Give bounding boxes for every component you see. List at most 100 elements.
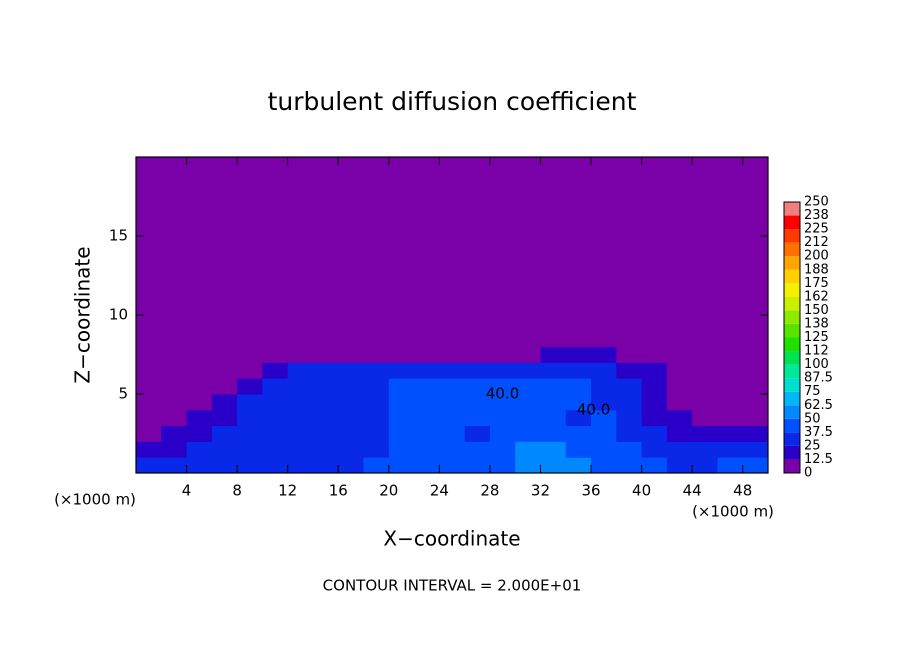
cell bbox=[186, 409, 213, 427]
cell bbox=[717, 457, 744, 474]
cell bbox=[515, 378, 541, 395]
cell bbox=[237, 409, 263, 427]
cell bbox=[161, 425, 188, 442]
x-tick-label: 24 bbox=[430, 482, 449, 500]
cell bbox=[692, 378, 718, 395]
cell bbox=[666, 457, 693, 474]
cell bbox=[692, 409, 718, 427]
colorbar-band bbox=[784, 242, 800, 257]
cell bbox=[388, 457, 415, 474]
cell bbox=[363, 378, 390, 395]
cell bbox=[565, 157, 592, 348]
x-tick-label: 20 bbox=[379, 482, 398, 500]
cell bbox=[338, 425, 365, 442]
cell bbox=[136, 362, 162, 379]
cell bbox=[388, 394, 415, 411]
cell bbox=[161, 409, 188, 427]
cell bbox=[540, 441, 567, 458]
cell bbox=[464, 157, 491, 348]
cell bbox=[641, 409, 668, 427]
cell bbox=[439, 346, 466, 363]
cell bbox=[641, 346, 668, 363]
cell bbox=[262, 378, 289, 395]
cell bbox=[489, 441, 516, 458]
y-axis-label: Z−coordinate bbox=[71, 246, 95, 383]
x-tick-label: 48 bbox=[733, 482, 752, 500]
contour-label: 40.0 bbox=[577, 400, 610, 418]
cell bbox=[717, 362, 744, 379]
cell bbox=[388, 378, 415, 395]
x-tick-label: 28 bbox=[480, 482, 499, 500]
cell bbox=[616, 441, 643, 458]
cell bbox=[464, 441, 491, 458]
x-axis-label: X−coordinate bbox=[383, 527, 520, 551]
cell bbox=[388, 346, 415, 363]
cell bbox=[565, 346, 592, 363]
x-tick-label: 36 bbox=[581, 482, 600, 500]
cell bbox=[312, 441, 339, 458]
cell bbox=[439, 378, 466, 395]
cell bbox=[363, 157, 390, 348]
x-unit: (×1000 m) bbox=[692, 503, 774, 521]
colorbar-label: 138 bbox=[804, 316, 829, 331]
cell bbox=[161, 157, 188, 348]
cell bbox=[616, 157, 643, 348]
colorbar-label: 87.5 bbox=[804, 371, 833, 386]
x-tick-label: 32 bbox=[531, 482, 550, 500]
cell bbox=[666, 425, 693, 442]
cell bbox=[616, 394, 643, 411]
cell bbox=[666, 394, 693, 411]
colorbar-band bbox=[784, 269, 800, 284]
colorbar-label: 238 bbox=[804, 208, 829, 223]
cell bbox=[717, 409, 744, 427]
cell bbox=[616, 409, 643, 427]
cell bbox=[388, 441, 415, 458]
cell bbox=[742, 362, 769, 379]
colorbar-band bbox=[784, 256, 800, 270]
cell bbox=[717, 425, 744, 442]
cell bbox=[565, 362, 592, 379]
cell bbox=[591, 457, 617, 474]
cell bbox=[211, 425, 238, 442]
cell bbox=[565, 457, 592, 474]
cell bbox=[363, 346, 390, 363]
cell bbox=[414, 157, 440, 348]
cell bbox=[161, 394, 188, 411]
cell bbox=[742, 346, 769, 363]
cell bbox=[414, 394, 440, 411]
cell bbox=[262, 394, 289, 411]
cell bbox=[464, 362, 491, 379]
cell bbox=[489, 362, 516, 379]
cell bbox=[742, 378, 769, 395]
cell bbox=[464, 378, 491, 395]
x-tick-label: 4 bbox=[182, 482, 192, 500]
colorbar-label: 162 bbox=[804, 289, 829, 304]
cell bbox=[540, 425, 567, 442]
colorbar-label: 188 bbox=[804, 262, 829, 277]
cell bbox=[591, 346, 617, 363]
colorbar-band bbox=[784, 364, 800, 379]
colorbar-band bbox=[784, 310, 800, 324]
cell bbox=[136, 457, 162, 474]
cell bbox=[312, 394, 339, 411]
cell bbox=[515, 394, 541, 411]
cell bbox=[237, 457, 263, 474]
cell bbox=[742, 425, 769, 442]
cell bbox=[641, 457, 668, 474]
cell bbox=[515, 362, 541, 379]
cell bbox=[136, 409, 162, 427]
cell bbox=[515, 346, 541, 363]
cell bbox=[287, 457, 314, 474]
cell bbox=[464, 346, 491, 363]
cell bbox=[439, 441, 466, 458]
colorbar-band bbox=[784, 323, 800, 338]
cell bbox=[591, 409, 617, 427]
cell bbox=[439, 362, 466, 379]
cell bbox=[666, 157, 693, 348]
contour-label: 40.0 bbox=[486, 385, 519, 403]
colorbar-band bbox=[784, 432, 800, 446]
cell bbox=[414, 362, 440, 379]
cell bbox=[211, 346, 238, 363]
colorbar-band bbox=[784, 405, 800, 419]
